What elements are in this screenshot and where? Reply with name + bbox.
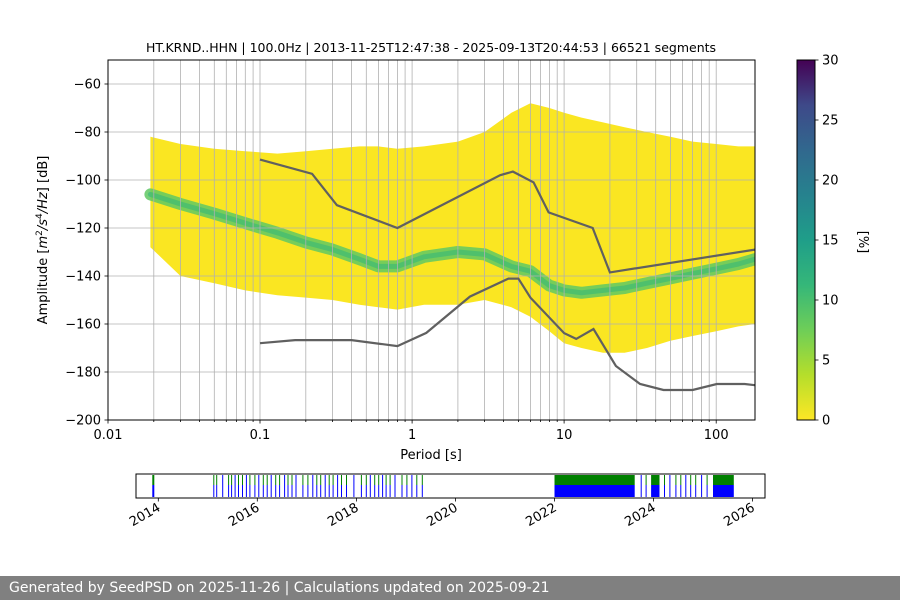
data-availability-timeline: 2014 2016 2018 2020 2022 2024 2026 — [127, 473, 766, 530]
y-tick-label: −160 — [65, 318, 101, 333]
lower-noise-model-line — [259, 277, 755, 392]
colorbar-tick-label: 15 — [822, 234, 839, 249]
timeline-year-label: 2020 — [424, 500, 460, 530]
colorbar-tick-label: 5 — [822, 354, 830, 369]
x-axis: 0.01 0.1 1 10 100 — [94, 420, 729, 443]
x-axis-label: Period [s] — [400, 448, 462, 463]
x-tick-label: 0.01 — [94, 428, 123, 443]
chart-title: HT.KRND..HHN | 100.0Hz | 2013-11-25T12:4… — [146, 40, 716, 55]
x-tick-label: 100 — [704, 428, 729, 443]
y-tick-label: −100 — [65, 174, 101, 189]
timeline-axis: 2014 2016 2018 2020 2022 2024 2026 — [127, 498, 758, 530]
timeline-block-upper — [651, 475, 660, 485]
colorbar-tick-label: 30 — [822, 54, 839, 69]
timeline-block-lower — [152, 485, 155, 497]
x-tick-label: 1 — [408, 428, 416, 443]
timeline-block-upper — [713, 475, 734, 485]
colorbar-gradient — [797, 60, 815, 420]
timeline-year-label: 2014 — [127, 500, 163, 530]
timeline-year-label: 2022 — [523, 500, 559, 530]
timeline-block-lower — [713, 485, 734, 497]
upper-noise-model-line — [259, 158, 755, 274]
x-tick-label: 10 — [556, 428, 573, 443]
timeline-block-upper — [152, 475, 155, 485]
timeline-year-label: 2024 — [622, 500, 658, 530]
colorbar-tick-label: 20 — [822, 174, 839, 189]
footer-bar: Generated by SeedPSD on 2025-11-26 | Cal… — [0, 576, 900, 600]
plot-frame — [107, 59, 756, 421]
colorbar-tick-label: 25 — [822, 114, 839, 129]
y-tick-label: −180 — [65, 366, 101, 381]
timeline-block-lower — [651, 485, 660, 497]
grid-lines — [108, 60, 755, 420]
timeline-marks — [152, 475, 734, 497]
y-tick-label: −80 — [74, 126, 101, 141]
colorbar-tick-label: 10 — [822, 294, 839, 309]
colorbar: 0 5 10 15 20 25 30 [%] — [796, 54, 870, 429]
footer-text: Generated by SeedPSD on 2025-11-26 | Cal… — [9, 580, 550, 596]
timeline-year-label: 2018 — [325, 500, 361, 530]
y-axis-label: Amplitude [m2/s4/Hz] [dB] — [35, 156, 51, 325]
y-tick-label: −140 — [65, 270, 101, 285]
colorbar-ticks: 0 5 10 15 20 25 30 — [815, 54, 839, 429]
x-tick-label: 0.1 — [250, 428, 271, 443]
plot-area — [107, 59, 756, 421]
colorbar-label: [%] — [855, 231, 870, 254]
timeline-block-lower — [554, 485, 635, 497]
timeline-year-label: 2026 — [721, 500, 757, 530]
y-tick-label: −200 — [65, 414, 101, 429]
y-tick-label: −60 — [74, 78, 101, 93]
timeline-block-upper — [554, 475, 635, 485]
colorbar-tick-label: 0 — [822, 414, 830, 429]
timeline-frame — [135, 473, 766, 499]
y-tick-label: −120 — [65, 222, 101, 237]
timeline-year-label: 2016 — [226, 500, 262, 530]
y-axis: −200 −180 −160 −140 −120 −100 −80 −60 — [65, 78, 108, 429]
psd-mode-core — [147, 191, 755, 296]
